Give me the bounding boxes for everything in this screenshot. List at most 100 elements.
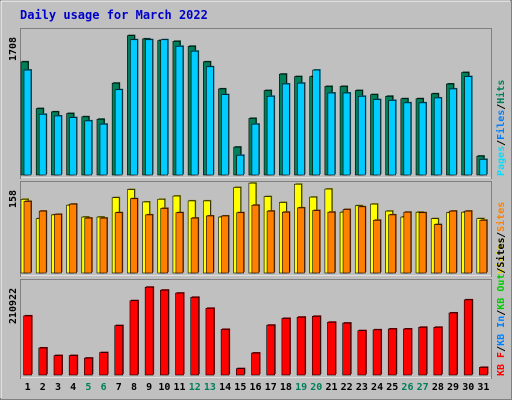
bar-kbytes-kb-f-3 xyxy=(53,355,63,376)
day-label-3: 3 xyxy=(54,382,61,393)
bar-visits-sites-sites-24 xyxy=(373,219,381,274)
bar-hits-files-pages-files-12 xyxy=(190,50,199,176)
bar-hits-files-pages-files-11 xyxy=(175,46,184,176)
day-label-10: 10 xyxy=(158,382,171,393)
bar-hits-files-pages-files-27 xyxy=(418,102,427,176)
bar-kbytes-kb-f-28 xyxy=(433,327,443,376)
bar-hits-files-pages-files-14 xyxy=(221,94,229,176)
bar-kbytes-kb-f-15 xyxy=(236,368,245,376)
bar-hits-files-pages-files-26 xyxy=(403,102,412,176)
bar-visits-sites-sites-17 xyxy=(266,210,275,274)
bar-kbytes-kb-f-27 xyxy=(418,327,427,376)
bar-visits-sites-sites-27 xyxy=(418,212,427,274)
bar-hits-files-pages-files-3 xyxy=(54,115,62,176)
legend-item-: / xyxy=(496,103,507,110)
day-label-13: 13 xyxy=(203,382,216,393)
bar-hits-files-pages-files-9 xyxy=(145,39,153,176)
legend-item-sites: Sites xyxy=(496,237,507,268)
panel-visits-sites-max-label: 158 xyxy=(8,189,19,208)
bar-visits-sites-sites-15 xyxy=(236,212,245,274)
bar-hits-files-pages-files-21 xyxy=(327,92,336,176)
bar-hits-files-pages-files-19 xyxy=(297,82,305,176)
day-label-8: 8 xyxy=(130,382,137,393)
bar-visits-sites-sites-13 xyxy=(206,215,214,274)
day-label-22: 22 xyxy=(340,382,353,393)
legend-item-sites: Sites xyxy=(496,201,507,232)
bar-hits-files-pages-files-7 xyxy=(114,89,123,176)
bar-hits-files-pages-files-13 xyxy=(206,66,214,176)
bar-visits-sites-sites-8 xyxy=(130,198,138,274)
day-label-31: 31 xyxy=(477,382,490,393)
legend-item-kb-in: KB In xyxy=(496,315,507,346)
bar-kbytes-kb-f-17 xyxy=(266,324,275,376)
bar-visits-sites-sites-18 xyxy=(281,211,290,274)
bar-visits-sites-sites-23 xyxy=(357,206,366,274)
bar-kbytes-kb-f-4 xyxy=(68,355,78,376)
bar-visits-sites-sites-12 xyxy=(190,217,199,274)
bar-visits-sites-sites-19 xyxy=(297,207,305,274)
day-label-18: 18 xyxy=(279,382,292,393)
day-label-7: 7 xyxy=(115,382,122,393)
bar-kbytes-kb-f-24 xyxy=(372,329,382,376)
day-label-1: 1 xyxy=(24,382,31,393)
legend-item-kb-f: KB F xyxy=(496,351,507,376)
panel-kbytes-legend: KB F/KB In/KB Out/Sites xyxy=(496,237,507,376)
bar-kbytes-kb-f-10 xyxy=(160,289,169,376)
bar-visits-sites-sites-21 xyxy=(327,211,336,274)
bar-kbytes-kb-f-11 xyxy=(175,292,184,376)
bar-visits-sites-sites-7 xyxy=(114,212,123,274)
panel-hits-files-pages-max-label: 1708 xyxy=(8,36,19,61)
day-label-27: 27 xyxy=(416,382,429,393)
bar-kbytes-kb-f-14 xyxy=(220,329,230,376)
bar-visits-sites-sites-11 xyxy=(175,212,184,274)
day-label-25: 25 xyxy=(386,382,399,393)
bar-kbytes-kb-f-19 xyxy=(296,316,306,376)
day-label-6: 6 xyxy=(100,382,107,393)
bar-visits-sites-sites-6 xyxy=(99,217,108,274)
bar-hits-files-pages-files-29 xyxy=(449,88,457,176)
legend-item-: / xyxy=(496,267,507,274)
bar-hits-files-pages-files-5 xyxy=(84,120,93,176)
day-label-29: 29 xyxy=(447,382,460,393)
bar-hits-files-pages-files-1 xyxy=(23,69,32,176)
legend-item-: / xyxy=(496,345,507,352)
bar-visits-sites-sites-1 xyxy=(23,201,32,274)
bar-hits-files-pages-files-23 xyxy=(357,96,366,176)
bar-kbytes-kb-f-20 xyxy=(311,316,321,376)
bar-hits-files-pages-files-16 xyxy=(251,123,260,176)
day-label-30: 30 xyxy=(462,382,475,393)
legend-item-kb-out: KB Out xyxy=(496,273,507,310)
bar-visits-sites-sites-26 xyxy=(403,211,412,274)
bar-kbytes-kb-f-23 xyxy=(357,330,367,376)
legend-item-pages: Pages xyxy=(496,145,507,176)
panel-kbytes-max-label: 210922 xyxy=(8,288,19,325)
bar-hits-files-pages-files-31 xyxy=(479,159,488,176)
day-label-5: 5 xyxy=(85,382,92,393)
bar-kbytes-kb-f-30 xyxy=(463,299,473,376)
bar-kbytes-kb-f-5 xyxy=(84,357,93,376)
day-label-28: 28 xyxy=(431,382,444,393)
bar-hits-files-pages-files-15 xyxy=(236,155,245,176)
bar-visits-sites-sites-28 xyxy=(433,224,442,274)
bar-visits-sites-sites-10 xyxy=(160,208,169,274)
bar-kbytes-kb-f-9 xyxy=(144,286,154,376)
bar-visits-sites-sites-4 xyxy=(69,203,77,274)
bar-kbytes-kb-f-16 xyxy=(251,352,260,376)
bar-kbytes-kb-f-2 xyxy=(38,347,48,376)
bar-kbytes-kb-f-7 xyxy=(114,325,124,376)
day-label-23: 23 xyxy=(355,382,368,393)
day-label-24: 24 xyxy=(371,382,384,393)
day-label-4: 4 xyxy=(70,382,77,393)
bar-kbytes-kb-f-21 xyxy=(327,321,336,376)
day-label-19: 19 xyxy=(295,382,308,393)
bar-kbytes-kb-f-6 xyxy=(99,352,108,376)
bar-visits-sites-sites-22 xyxy=(342,209,351,274)
chart-title: Daily usage for March 2022 xyxy=(20,8,208,22)
day-label-20: 20 xyxy=(310,382,323,393)
bar-hits-files-pages-files-24 xyxy=(373,99,381,176)
day-label-9: 9 xyxy=(146,382,153,393)
legend-item-hits: Hits xyxy=(496,79,507,104)
legend-item-: / xyxy=(496,139,507,146)
